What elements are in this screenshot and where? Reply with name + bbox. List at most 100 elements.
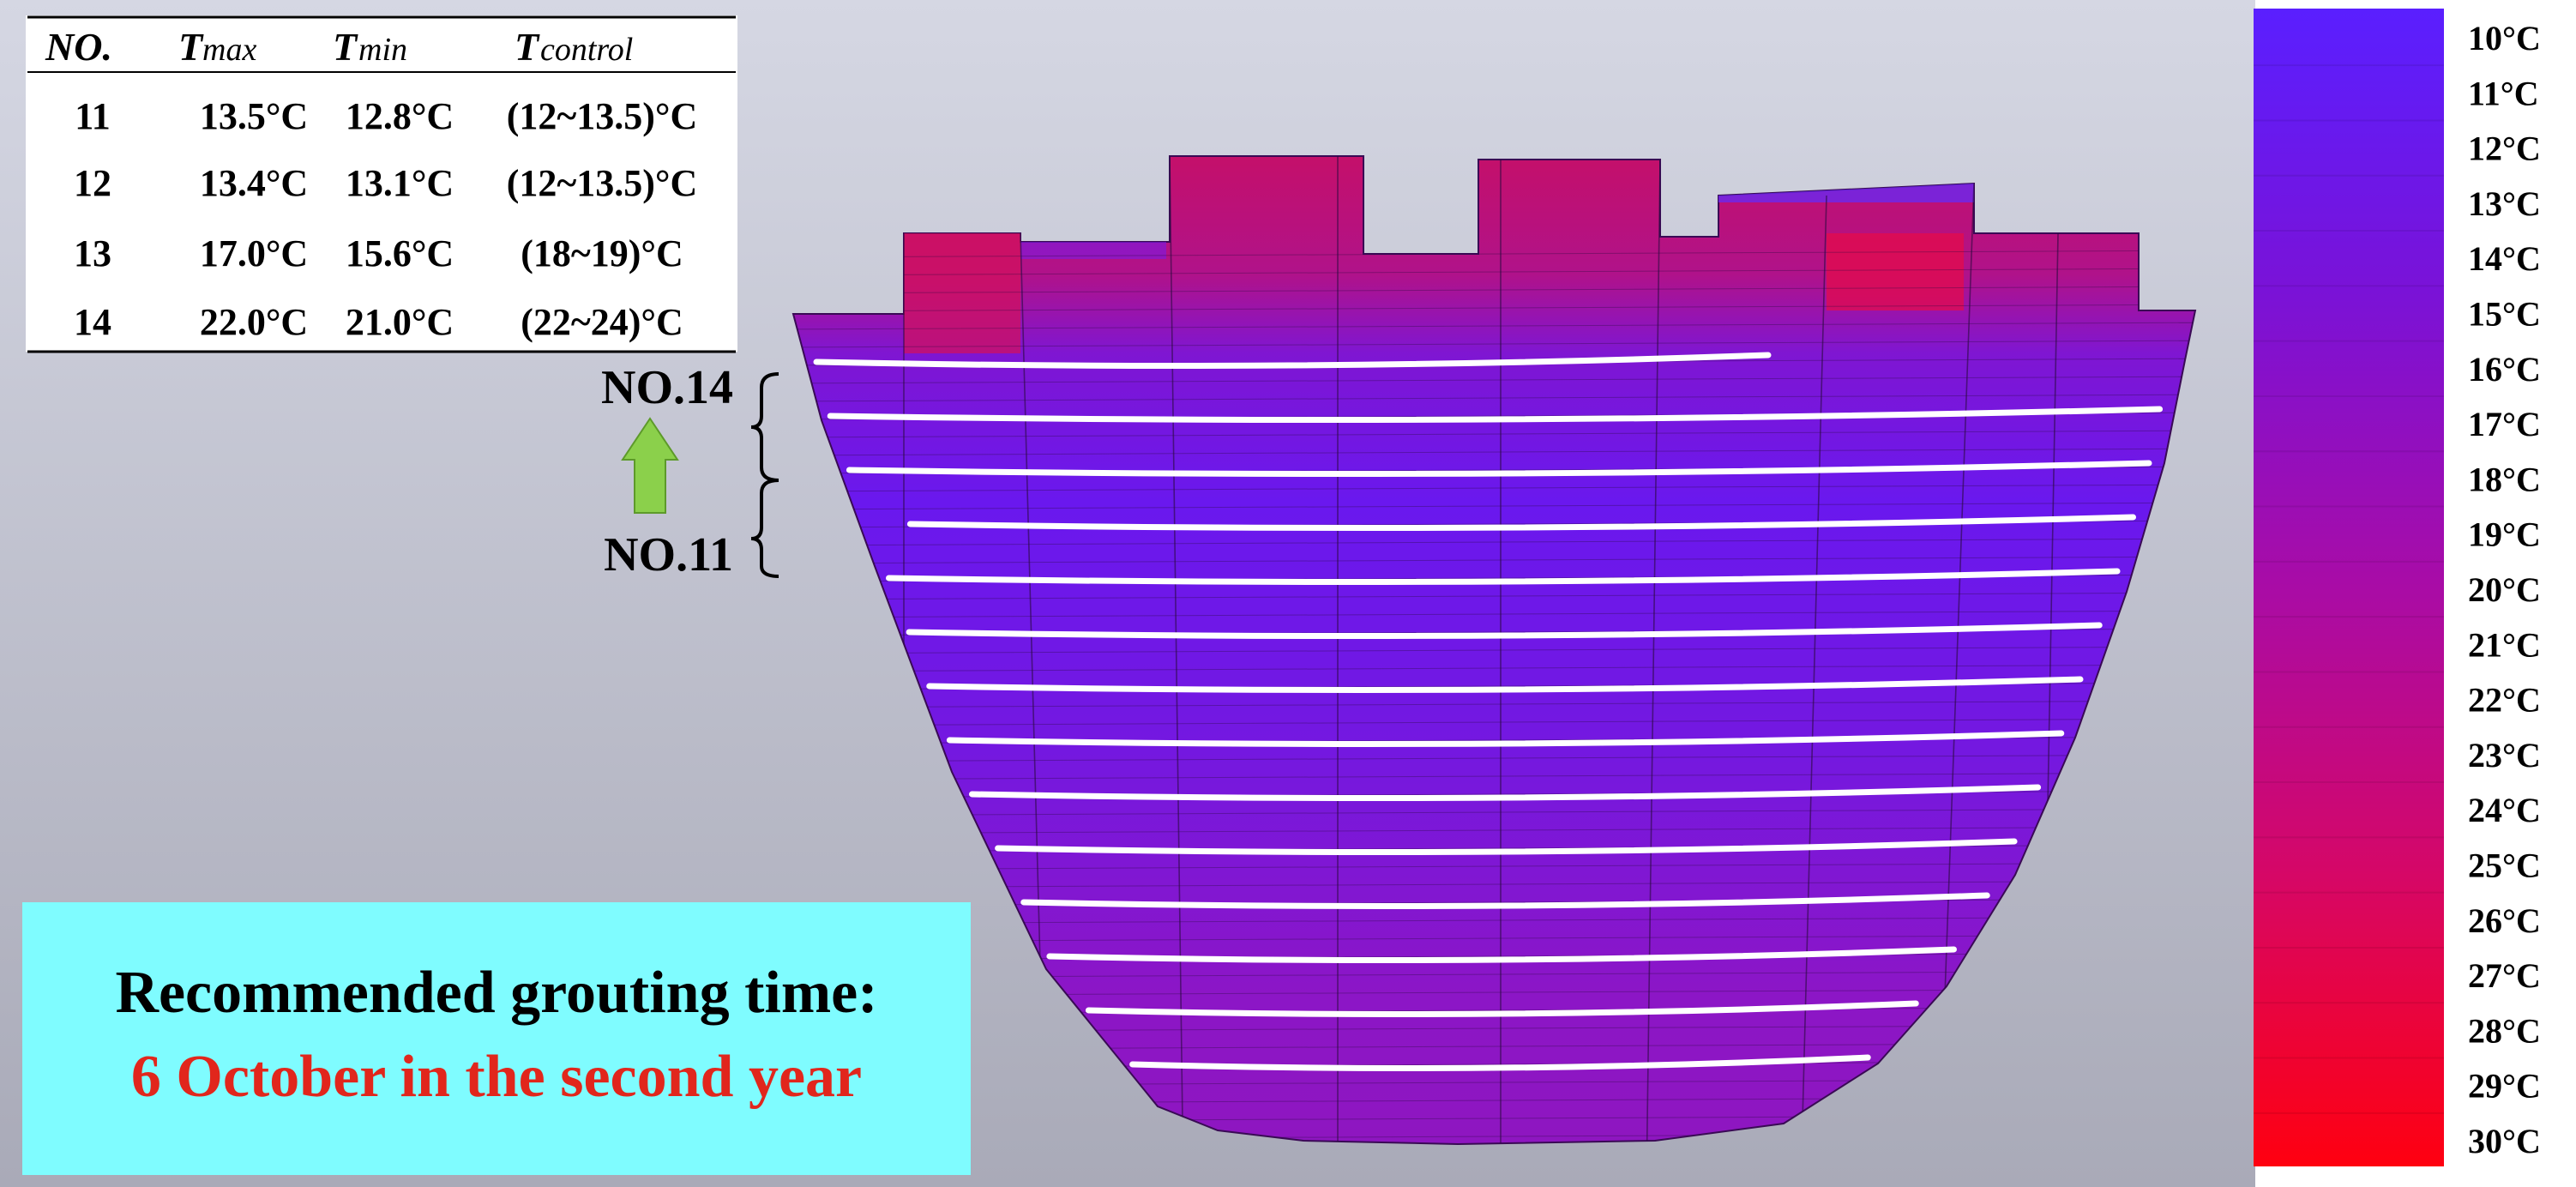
lift-line — [793, 592, 2195, 600]
lift-line — [793, 646, 2195, 654]
cooling-pipe — [1046, 946, 1957, 963]
header-tmax-letter: T — [178, 25, 204, 69]
cell-tcontrol: (12~13.5)°C — [507, 162, 698, 204]
legend-label: 10°C — [2468, 19, 2541, 57]
lift-line — [793, 826, 2195, 835]
lift-line — [793, 862, 2195, 871]
cooling-pipe — [1129, 1054, 1871, 1071]
lift-line — [793, 448, 2195, 456]
cell-tmin: 15.6°C — [346, 232, 454, 274]
lift-line — [793, 700, 2195, 708]
lift-line — [793, 718, 2195, 726]
warm-block — [904, 233, 1020, 353]
lift-line — [793, 538, 2195, 546]
legend-label: 19°C — [2468, 515, 2541, 554]
legend-labels: 10°C 11°C 12°C 13°C 14°C 15°C 16°C 17°C 18°C 19°C… — [2468, 19, 2541, 1160]
cell-tmax: 13.4°C — [200, 162, 308, 204]
table-row: 13 17.0°C 15.6°C (18~19)°C — [74, 232, 683, 274]
cell-tmax: 22.0°C — [200, 301, 308, 343]
cooling-pipe — [926, 676, 2084, 693]
cooling-pipe — [906, 514, 2137, 531]
cooling-pipe — [1020, 892, 1990, 909]
lift-line — [793, 808, 2195, 816]
cell-tmin: 12.8°C — [346, 95, 454, 137]
lift-line — [793, 340, 2195, 348]
warm-block — [1827, 233, 1964, 310]
header-no: NO. — [45, 25, 112, 69]
legend-bands — [2254, 64, 2444, 1114]
legend-color-bar — [2254, 9, 2444, 1166]
lift-line — [793, 430, 2195, 438]
cooling-pipe — [1085, 1000, 1919, 1017]
cell-tmax: 17.0°C — [200, 232, 308, 274]
lift-line — [793, 664, 2195, 672]
legend-label: 11°C — [2468, 74, 2539, 112]
lift-line — [793, 268, 2195, 276]
table-row: 14 22.0°C 21.0°C (22~24)°C — [74, 301, 683, 343]
cooling-pipe — [995, 838, 2018, 855]
legend-label: 18°C — [2468, 460, 2541, 498]
legend-label: 25°C — [2468, 847, 2541, 885]
legend-label: 21°C — [2468, 625, 2541, 664]
header-tcontrol-letter: T — [515, 25, 540, 69]
cooling-pipe — [946, 730, 2065, 747]
legend-label: 30°C — [2468, 1122, 2541, 1160]
recommendation-background — [22, 902, 971, 1175]
lift-line — [793, 502, 2195, 510]
recommendation-date: 6 October in the second year — [131, 1044, 862, 1110]
dam-body — [791, 155, 2197, 1146]
table-row: 12 13.4°C 13.1°C (12~13.5)°C — [74, 162, 697, 204]
legend-label: 17°C — [2468, 405, 2541, 443]
recommendation-title: Recommended grouting time: — [115, 960, 877, 1026]
legend-label: 26°C — [2468, 901, 2541, 940]
legend-label: 16°C — [2468, 350, 2541, 389]
cell-tcontrol: (18~19)°C — [521, 232, 683, 274]
lift-line — [793, 772, 2195, 780]
lift-line — [793, 286, 2195, 294]
header-tcontrol-sub: control — [540, 32, 633, 68]
temperature-table: NO. T max T min T control 11 13.5°C 12.8… — [26, 15, 737, 353]
legend-label: 27°C — [2468, 956, 2541, 995]
table-header: NO. T max T min T control — [45, 25, 633, 69]
lift-line — [793, 556, 2195, 564]
cell-tmin: 13.1°C — [346, 162, 454, 204]
lift-line — [793, 304, 2195, 312]
legend-label: 15°C — [2468, 295, 2541, 334]
legend-label: 23°C — [2468, 736, 2541, 774]
cooling-pipes — [813, 352, 2164, 1071]
cooling-pipe — [827, 406, 2164, 423]
cooling-pipe — [813, 352, 1772, 369]
lift-line — [793, 754, 2195, 762]
cooling-pipe — [906, 622, 2103, 639]
header-tmin-sub: min — [358, 32, 407, 68]
lift-line — [793, 394, 2195, 402]
cooling-pipe — [846, 460, 2152, 477]
zone-brace — [750, 372, 779, 578]
lift-line — [793, 610, 2195, 618]
grouting-zone-annotation: NO.14 NO.11 — [601, 361, 779, 581]
cell-no: 11 — [75, 95, 111, 137]
cooling-pipe — [968, 784, 2042, 801]
legend-label: 29°C — [2468, 1067, 2541, 1106]
up-arrow-icon — [621, 417, 679, 514]
cell-no: 12 — [74, 162, 111, 204]
legend-label: 20°C — [2468, 570, 2541, 609]
lift-line — [793, 484, 2195, 492]
cell-tcontrol: (12~13.5)°C — [507, 95, 698, 137]
cell-tcontrol: (22~24)°C — [521, 301, 683, 343]
cooling-pipe — [886, 568, 2121, 585]
header-tmax-sub: max — [202, 32, 256, 68]
cell-tmin: 21.0°C — [346, 301, 454, 343]
recommendation-box: Recommended grouting time: 6 October in … — [22, 902, 971, 1175]
lift-line — [793, 376, 2195, 384]
legend-label: 13°C — [2468, 184, 2541, 223]
table-row: 11 13.5°C 12.8°C (12~13.5)°C — [75, 95, 697, 137]
upper-zone-label: NO.14 — [601, 361, 733, 414]
legend-label: 24°C — [2468, 791, 2541, 829]
cell-tmax: 13.5°C — [200, 95, 308, 137]
legend-label: 12°C — [2468, 130, 2541, 168]
lift-line — [793, 250, 2195, 258]
lift-line — [793, 322, 2195, 330]
cell-no: 14 — [74, 301, 111, 343]
